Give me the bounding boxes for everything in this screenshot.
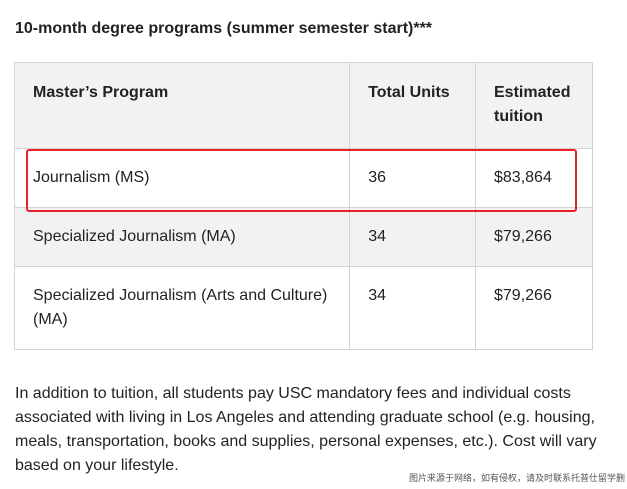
section-heading: 10-month degree programs (summer semeste… <box>15 20 433 37</box>
cell-units: 34 <box>349 266 476 350</box>
table-row: Journalism (MS) 36 $83,864 <box>13 148 593 208</box>
header-total-units: Total Units <box>349 62 476 149</box>
fees-paragraph: In addition to tuition, all students pay… <box>15 385 597 474</box>
cell-tuition: $83,864 <box>475 148 593 208</box>
table-row: Specialized Journalism (MA) 34 $79,266 <box>13 207 593 267</box>
header-estimated-tuition: Estimated tuition <box>475 62 593 149</box>
cell-program: Journalism (MS) <box>13 148 351 208</box>
cell-program: Specialized Journalism (MA) <box>13 207 351 267</box>
cell-units: 36 <box>349 148 476 208</box>
cell-tuition: $79,266 <box>475 207 593 267</box>
cell-program: Specialized Journalism (Arts and Culture… <box>13 266 351 350</box>
tuition-table: Master’s Program Total Units Estimated t… <box>13 62 593 350</box>
table-row: Specialized Journalism (Arts and Culture… <box>13 266 593 350</box>
cell-tuition: $79,266 <box>475 266 593 350</box>
cell-units: 34 <box>349 207 476 267</box>
table-header-row: Master’s Program Total Units Estimated t… <box>13 62 593 149</box>
header-program: Master’s Program <box>13 62 351 149</box>
source-watermark: 图片来源于网络，如有侵权，请及时联系托普仕留学删 <box>408 471 625 484</box>
